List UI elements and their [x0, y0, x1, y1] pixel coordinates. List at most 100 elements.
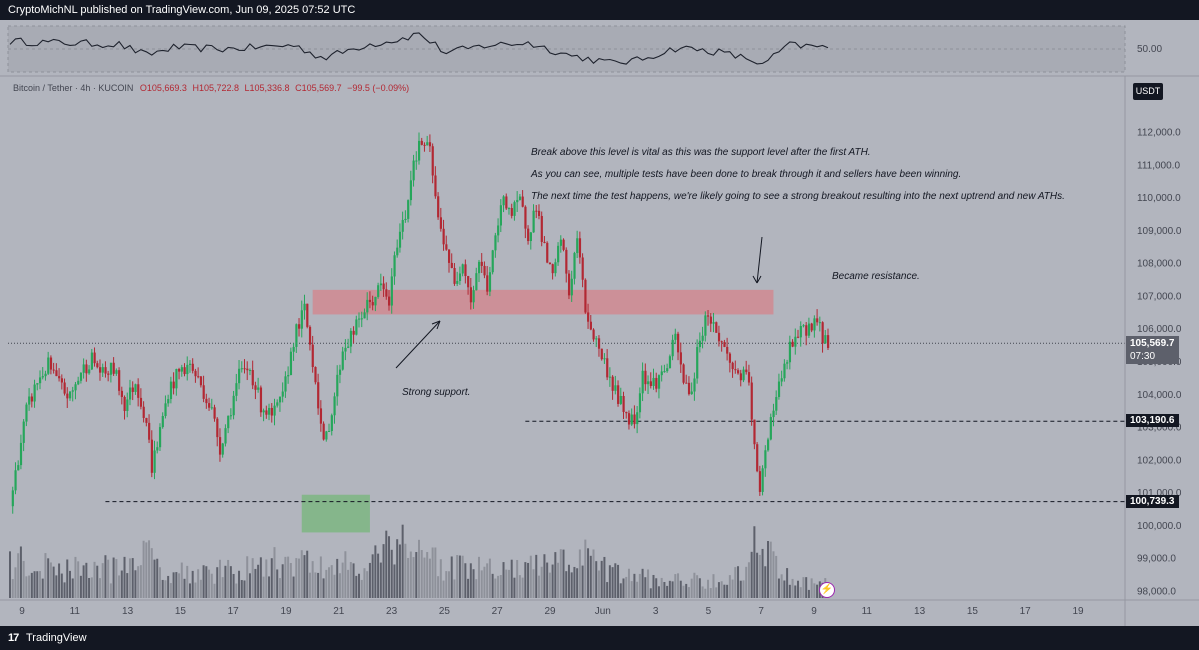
volume-bar [137, 566, 140, 598]
volume-bar [254, 568, 257, 598]
volume-bar [341, 562, 344, 598]
volume-bar [98, 578, 101, 598]
volume-bar [543, 554, 546, 598]
volume-bar [199, 579, 202, 598]
volume-layer [9, 524, 829, 598]
candle-body [728, 353, 732, 363]
candle-body [524, 206, 527, 229]
candle-body [573, 253, 576, 279]
volume-bar [737, 566, 740, 598]
candle-body [739, 373, 742, 381]
candle-body [251, 370, 254, 386]
candle-body [257, 387, 260, 390]
volume-bar [742, 580, 745, 598]
candle-body [677, 333, 680, 353]
candle-body [368, 299, 372, 303]
volume-bar [188, 583, 191, 598]
volume-bar [298, 558, 301, 598]
x-tick-label: 13 [914, 606, 926, 617]
candle-body [60, 378, 64, 383]
volume-bar [592, 549, 595, 598]
candle-body [278, 396, 282, 403]
volume-bar [622, 578, 625, 598]
candle-body [747, 372, 751, 383]
volume-bar [540, 566, 543, 598]
volume-bar [355, 575, 358, 598]
candle-body [191, 363, 194, 371]
candle-body [28, 396, 31, 405]
candle-body [322, 423, 325, 440]
candle-layer [11, 132, 830, 514]
y-tick-label: 104,000.0 [1137, 390, 1182, 401]
volume-bar [306, 550, 309, 598]
volume-bar [606, 582, 609, 598]
candle-body [41, 376, 44, 378]
candle-body [90, 352, 93, 370]
candle-body [273, 405, 276, 416]
candle-body [663, 371, 666, 373]
volume-bar [268, 576, 271, 598]
candle-body [55, 370, 58, 377]
volume-bar [38, 571, 41, 598]
candle-body [505, 196, 508, 209]
price-chart[interactable]: 50.00 98,000.0 99,000.0 100,000.0 101,000.0… [0, 20, 1199, 626]
x-tick-label: 9 [19, 606, 25, 617]
volume-bar [393, 564, 396, 598]
candle-body [172, 381, 175, 389]
volume-bar [126, 573, 129, 598]
volume-bar [434, 547, 437, 598]
volume-bar [559, 549, 562, 598]
candle-body [153, 450, 156, 473]
candle-body [352, 330, 355, 335]
candle-body [693, 378, 696, 392]
volume-bar [216, 567, 219, 598]
candle-body [19, 442, 23, 466]
volume-bar [229, 566, 232, 598]
volume-bar [516, 559, 519, 598]
volume-bar [221, 577, 224, 598]
support-arrow [395, 320, 441, 369]
candle-body [445, 244, 448, 250]
candle-body [758, 471, 762, 492]
candle-body [546, 242, 549, 263]
volume-bar [494, 578, 497, 598]
currency-button[interactable]: USDT [1133, 83, 1163, 100]
candle-body [821, 322, 824, 344]
volume-bar [227, 559, 230, 598]
y-tick-label: 107,000.0 [1137, 291, 1182, 302]
volume-bar [428, 558, 431, 598]
candle-body [295, 324, 298, 347]
volume-bar [371, 554, 374, 598]
x-tick-label: 21 [333, 606, 345, 617]
candle-body [622, 395, 625, 412]
candle-body [142, 406, 145, 418]
tradingview-name: TradingView [26, 632, 87, 644]
candle-body [319, 408, 323, 424]
candle-body [325, 431, 328, 440]
volume-bar [537, 575, 540, 598]
resistance-arrow [756, 236, 763, 284]
candle-body [298, 324, 301, 329]
x-tick-label: 3 [653, 606, 659, 617]
lightning-icon[interactable]: ⚡ [819, 582, 835, 598]
candle-body [317, 382, 320, 409]
volume-bar [385, 530, 388, 598]
candle-body [314, 367, 317, 383]
volume-bar [317, 572, 320, 598]
rsi-line [9, 32, 829, 65]
candle-body [74, 384, 77, 391]
volume-bar [180, 562, 183, 598]
volume-bar [660, 577, 663, 598]
volume-bar [810, 578, 813, 598]
volume-bar [287, 556, 290, 598]
candle-body [404, 218, 407, 221]
volume-bar [358, 573, 361, 598]
candle-body [33, 384, 36, 402]
candle-body [805, 325, 808, 336]
candle-body [611, 376, 614, 391]
volume-bar [617, 564, 620, 598]
volume-bar [567, 564, 570, 598]
candle-body [115, 370, 118, 374]
candle-body [208, 403, 211, 408]
volume-bar [802, 577, 805, 598]
